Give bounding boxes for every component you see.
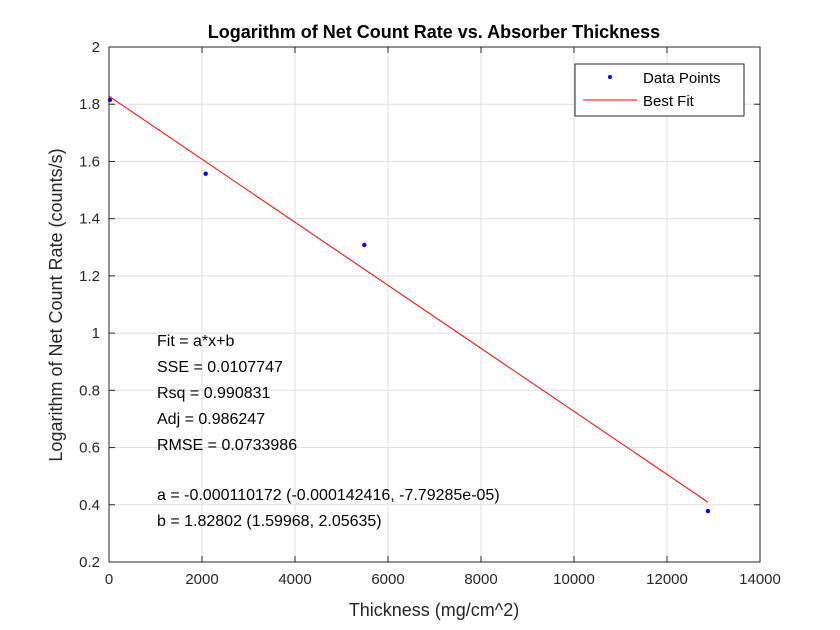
annotation-line: Adj = 0.986247	[157, 411, 265, 428]
x-tick-label: 6000	[371, 571, 404, 588]
x-tick-label: 14000	[739, 571, 781, 588]
x-tick-label: 10000	[553, 571, 595, 588]
ticks	[108, 46, 761, 563]
x-axis-label: Thickness (mg/cm^2)	[349, 600, 519, 620]
plot-area	[109, 47, 760, 562]
x-tick-label: 4000	[278, 571, 311, 588]
legend-label-data-points: Data Points	[643, 70, 721, 87]
legend-label-best-fit: Best Fit	[643, 93, 695, 110]
y-tick-label: 0.8	[79, 382, 100, 399]
y-tick-label: 1	[92, 325, 100, 342]
y-tick-label: 1.8	[79, 96, 100, 113]
y-tick-label: 2	[92, 39, 100, 56]
y-tick-label: 0.4	[79, 497, 100, 514]
y-axis-label: Logarithm of Net Count Rate (counts/s)	[46, 148, 66, 461]
x-tick-label: 0	[105, 571, 113, 588]
annotation-line: RMSE = 0.0733986	[157, 437, 297, 454]
best-fit-line	[108, 95, 709, 503]
fit-annotation: Fit = a*x+b SSE = 0.0107747 Rsq = 0.9908…	[157, 333, 500, 530]
y-tick-label: 1.4	[79, 211, 100, 228]
annotation-line: a = -0.000110172 (-0.000142416, -7.79285…	[157, 487, 500, 504]
y-tick-label: 0.6	[79, 440, 100, 457]
x-tick-label: 2000	[185, 571, 218, 588]
annotation-line: Fit = a*x+b	[157, 333, 234, 350]
legend-marker-data-points	[608, 75, 612, 79]
annotation-line: b = 1.82802 (1.59968, 2.05635)	[157, 513, 382, 530]
data-point	[362, 242, 367, 248]
y-tick-label: 1.6	[79, 153, 100, 170]
legend-box	[574, 63, 745, 117]
annotation-line: SSE = 0.0107747	[157, 359, 283, 376]
annotation-line: Rsq = 0.990831	[157, 385, 271, 402]
axes-box	[108, 46, 761, 563]
x-tick-label: 8000	[464, 571, 497, 588]
y-tick-label: 0.2	[79, 554, 100, 571]
chart-title: Logarithm of Net Count Rate vs. Absorber…	[208, 22, 660, 42]
x-tick-label: 12000	[646, 571, 688, 588]
data-point	[203, 171, 208, 176]
y-tick-label: 1.2	[79, 268, 100, 285]
legend: Data Points Best Fit	[574, 63, 745, 117]
data-point	[705, 508, 711, 514]
tick-labels: 0 2000 4000 6000 8000 10000 12000 14000 0.2 0.4 0.…	[79, 39, 781, 588]
